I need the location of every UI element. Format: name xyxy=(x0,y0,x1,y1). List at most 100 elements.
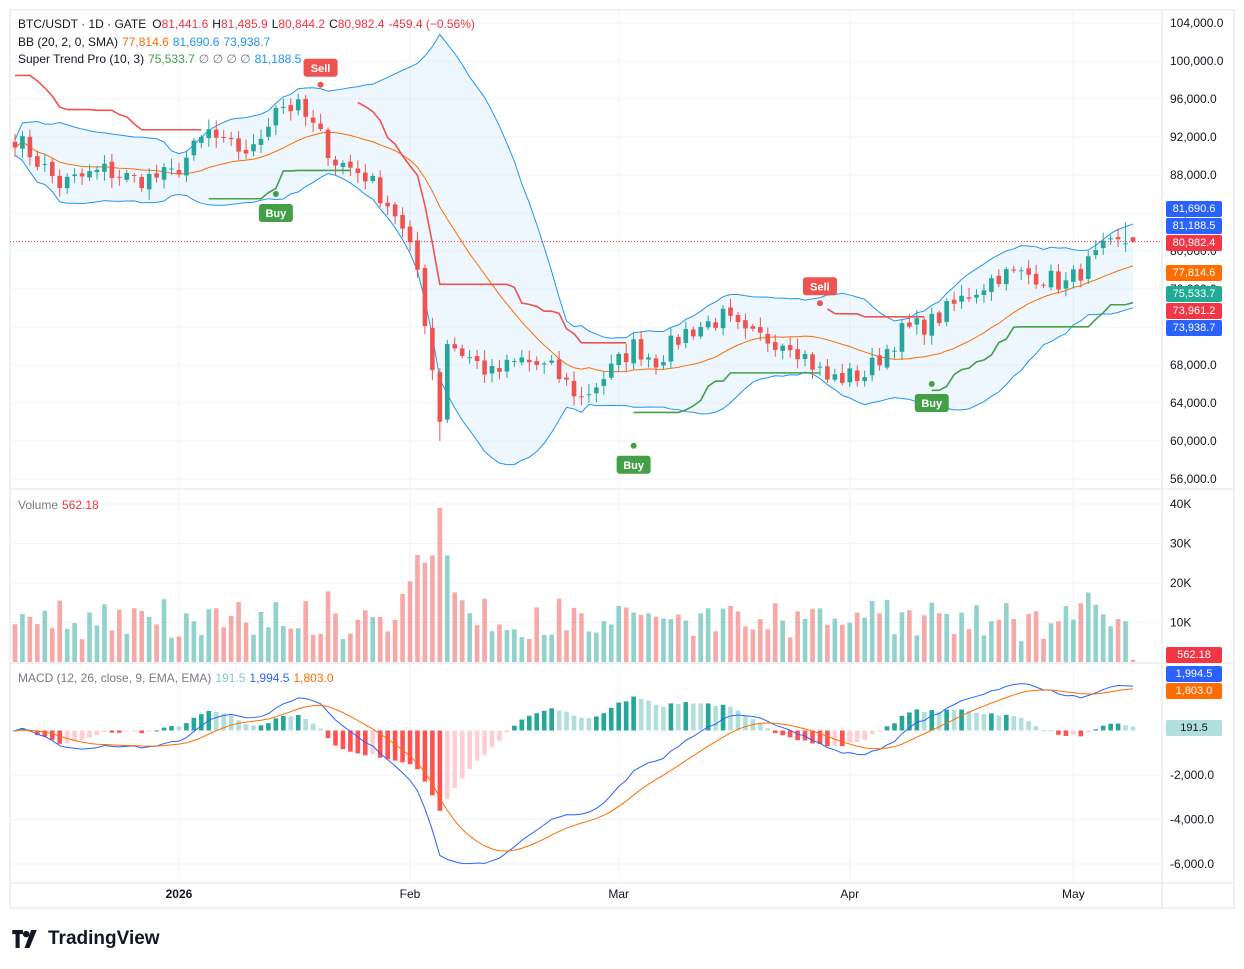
macd-histogram-bar xyxy=(869,730,875,735)
macd-histogram-bar xyxy=(49,730,55,740)
macd-histogram-bar xyxy=(430,730,435,796)
macd-histogram-bar xyxy=(459,730,465,779)
volume-bar xyxy=(20,614,25,662)
volume-bar xyxy=(832,618,838,662)
buy-signal-label-box xyxy=(914,394,949,412)
volume-bar xyxy=(176,636,182,662)
candle-body xyxy=(653,358,659,368)
volume-bar xyxy=(951,634,957,662)
bb-name: BB (20, 2, 0, SMA) xyxy=(18,35,119,49)
candle-body xyxy=(1018,270,1024,272)
volume-bar xyxy=(1033,611,1039,662)
volume-bar xyxy=(758,619,763,662)
volume-bar xyxy=(124,633,130,662)
macd-histogram-bar xyxy=(631,696,636,731)
buy-signal-label: Buy xyxy=(921,398,943,410)
supertrend-up-line xyxy=(931,301,1134,392)
macd-histogram-bar xyxy=(437,730,443,811)
candle-body xyxy=(519,357,525,363)
candle-body xyxy=(787,345,793,351)
candle-body xyxy=(564,377,569,380)
macd-histogram-bar xyxy=(758,723,763,731)
candle-body xyxy=(124,173,130,180)
tradingview-logo[interactable]: TradingView xyxy=(12,928,160,950)
macd-histogram-bar xyxy=(42,730,48,737)
candle-body xyxy=(64,176,70,189)
volume-bar xyxy=(780,620,786,662)
volume-bar xyxy=(869,600,875,662)
volume-bar xyxy=(117,609,122,662)
candle-body xyxy=(869,357,875,376)
volume-bar xyxy=(512,629,517,662)
volume-bar xyxy=(772,603,778,662)
volume-bar xyxy=(415,554,420,662)
macd-histogram-bar xyxy=(482,730,487,756)
candle-body xyxy=(825,366,830,380)
macd-histogram-bar xyxy=(377,730,383,758)
volume-bar xyxy=(57,600,63,662)
candle-body xyxy=(407,226,413,243)
volume-bar xyxy=(519,637,525,662)
candle-body xyxy=(966,297,972,299)
macd-line-value: 1,994.5 xyxy=(249,671,290,685)
macd-histogram-bar xyxy=(556,710,562,731)
macd-histogram-bar xyxy=(810,730,815,744)
sell-signal-label-box xyxy=(303,58,338,77)
sell-signal-dot xyxy=(317,81,324,88)
supertrend-up-line xyxy=(208,169,351,200)
macd-histogram-bar xyxy=(586,718,592,731)
macd-histogram-bar xyxy=(668,703,674,731)
macd-histogram-bar xyxy=(355,730,361,754)
candle-body xyxy=(780,345,786,351)
volume-bar xyxy=(94,625,100,662)
volume-bar xyxy=(862,617,867,662)
volume-bar xyxy=(221,627,227,662)
macd-histogram-bar xyxy=(564,711,569,731)
volume-bar xyxy=(735,611,741,662)
candle-body xyxy=(646,357,651,360)
volume-bar xyxy=(1093,604,1099,662)
time-tick-label: Mar xyxy=(608,887,629,901)
volume-bar xyxy=(594,632,599,662)
high-label: H xyxy=(212,17,221,31)
volume-bar xyxy=(616,606,622,662)
volume-bar xyxy=(251,634,256,662)
macd-histogram-bar xyxy=(728,706,733,731)
volume-bar xyxy=(892,634,897,662)
volume-bar xyxy=(236,602,241,662)
price-tick-label: 88,000.0 xyxy=(1170,168,1217,182)
volume-bar xyxy=(295,628,301,662)
macd-histogram-bar xyxy=(1071,730,1076,735)
candle-body xyxy=(1085,256,1091,279)
macd-histogram-bar xyxy=(720,704,726,731)
candle-body xyxy=(981,290,987,296)
macd-histogram-bar xyxy=(497,730,502,741)
candle-body xyxy=(72,174,77,177)
volume-bar xyxy=(713,631,718,662)
macd-signal-line xyxy=(14,688,1134,852)
supertrend-down-line xyxy=(826,308,925,318)
candle-body xyxy=(377,177,383,204)
macd-histogram-bar xyxy=(534,713,540,731)
candle-body xyxy=(236,138,241,152)
volume-bar xyxy=(377,616,383,662)
candle-body xyxy=(139,177,145,189)
macd-histogram-bar xyxy=(407,730,413,765)
volume-bar xyxy=(914,635,920,662)
candle-body xyxy=(743,320,748,329)
tag-hist: 191.5 xyxy=(1166,720,1222,736)
volume-bar xyxy=(459,600,465,662)
volume-bar xyxy=(303,601,308,662)
volume-bar xyxy=(854,612,860,662)
macd-histogram-bar xyxy=(519,719,525,731)
volume-bar xyxy=(989,621,994,662)
volume-bar xyxy=(392,619,398,662)
candle-body xyxy=(206,129,212,139)
macd-histogram-bar xyxy=(1033,726,1039,731)
macd-histogram-bar xyxy=(936,712,942,731)
volume-bar xyxy=(355,619,361,662)
macd-histogram-bar xyxy=(921,711,927,731)
volume-bar xyxy=(288,628,294,662)
macd-histogram-bar xyxy=(288,716,294,731)
